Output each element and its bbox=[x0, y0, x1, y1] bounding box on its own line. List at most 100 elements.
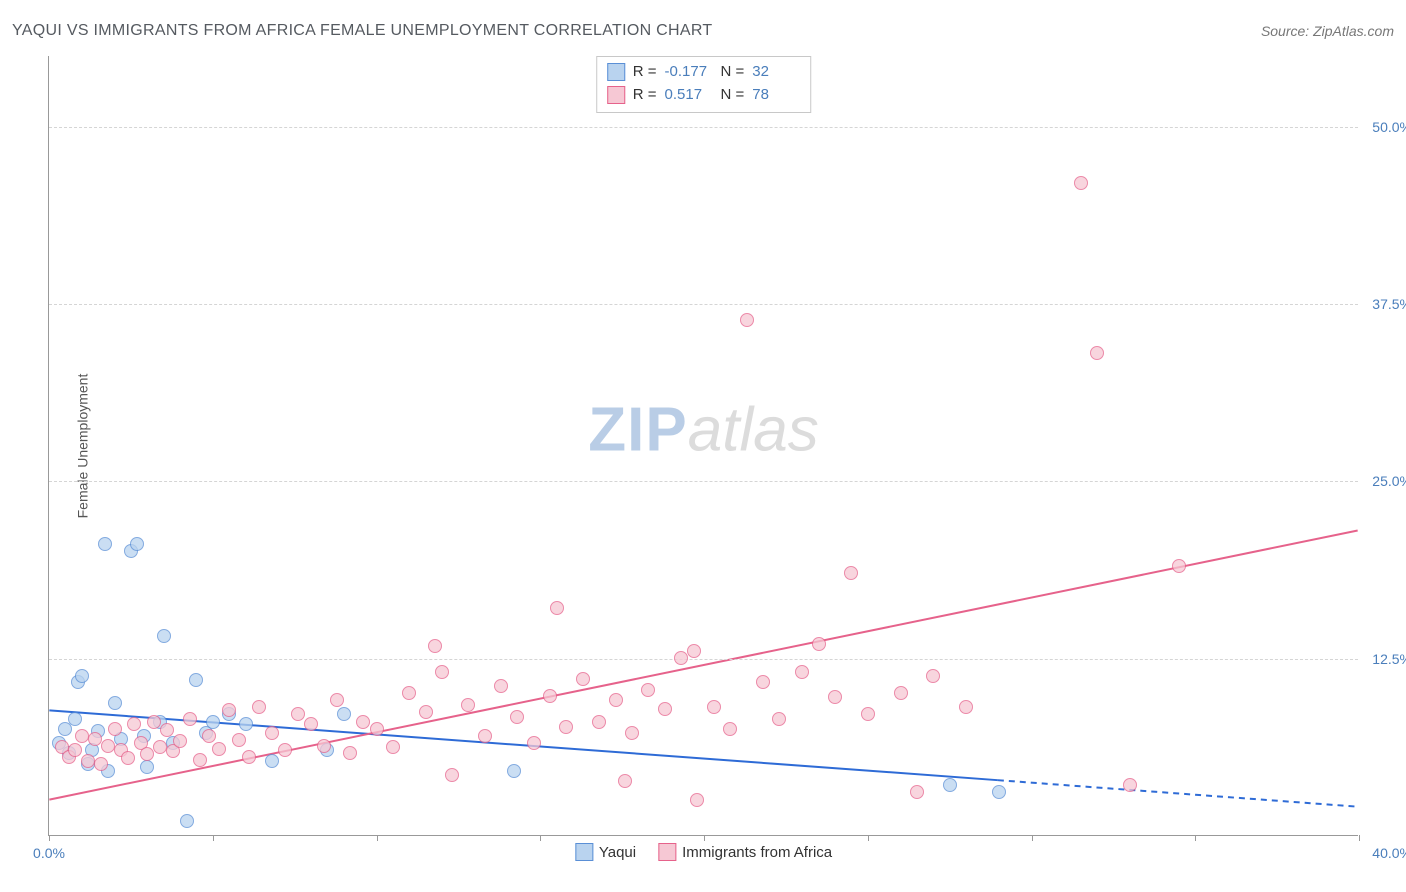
data-point-africa bbox=[81, 754, 95, 768]
data-point-africa bbox=[494, 679, 508, 693]
data-point-yaqui bbox=[189, 673, 203, 687]
data-point-africa bbox=[687, 644, 701, 658]
data-point-africa bbox=[576, 672, 590, 686]
data-point-africa bbox=[419, 705, 433, 719]
legend-item-africa: Immigrants from Africa bbox=[658, 843, 832, 861]
data-point-africa bbox=[127, 717, 141, 731]
data-point-africa bbox=[828, 690, 842, 704]
data-point-yaqui bbox=[98, 537, 112, 551]
data-point-africa bbox=[772, 712, 786, 726]
x-tick-label: 40.0% bbox=[1362, 845, 1406, 861]
data-point-africa bbox=[101, 739, 115, 753]
source-label: Source: ZipAtlas.com bbox=[1261, 23, 1394, 39]
gridline bbox=[49, 304, 1358, 305]
data-point-africa bbox=[153, 740, 167, 754]
data-point-yaqui bbox=[157, 629, 171, 643]
data-point-africa bbox=[94, 757, 108, 771]
data-point-africa bbox=[812, 637, 826, 651]
x-tick bbox=[1195, 835, 1196, 841]
series-legend: Yaqui Immigrants from Africa bbox=[575, 843, 832, 861]
data-point-africa bbox=[641, 683, 655, 697]
data-point-africa bbox=[160, 723, 174, 737]
data-point-africa bbox=[910, 785, 924, 799]
stats-row-yaqui: R =-0.177N =32 bbox=[607, 61, 801, 84]
data-point-africa bbox=[140, 747, 154, 761]
data-point-yaqui bbox=[992, 785, 1006, 799]
data-point-africa bbox=[121, 751, 135, 765]
swatch-yaqui bbox=[575, 843, 593, 861]
data-point-africa bbox=[317, 739, 331, 753]
data-point-yaqui bbox=[943, 778, 957, 792]
data-point-africa bbox=[461, 698, 475, 712]
data-point-africa bbox=[242, 750, 256, 764]
data-point-yaqui bbox=[108, 696, 122, 710]
legend-label-africa: Immigrants from Africa bbox=[682, 844, 832, 861]
r-label: R = bbox=[633, 61, 657, 84]
legend-label-yaqui: Yaqui bbox=[599, 844, 636, 861]
gridline bbox=[49, 127, 1358, 128]
data-point-africa bbox=[291, 707, 305, 721]
data-point-africa bbox=[756, 675, 770, 689]
n-value-africa: 78 bbox=[752, 84, 800, 107]
data-point-africa bbox=[550, 601, 564, 615]
data-point-africa bbox=[1074, 176, 1088, 190]
data-point-africa bbox=[844, 566, 858, 580]
data-point-africa bbox=[1123, 778, 1137, 792]
y-tick-label: 37.5% bbox=[1362, 296, 1406, 312]
data-point-africa bbox=[173, 734, 187, 748]
r-label: R = bbox=[633, 84, 657, 107]
r-value-yaqui: -0.177 bbox=[665, 61, 713, 84]
data-point-africa bbox=[356, 715, 370, 729]
data-point-africa bbox=[212, 742, 226, 756]
data-point-yaqui bbox=[206, 715, 220, 729]
data-point-africa bbox=[478, 729, 492, 743]
y-tick-label: 25.0% bbox=[1362, 473, 1406, 489]
data-point-yaqui bbox=[75, 669, 89, 683]
stats-legend-box: R =-0.177N =32R =0.517N =78 bbox=[596, 56, 812, 113]
chart-title: YAQUI VS IMMIGRANTS FROM AFRICA FEMALE U… bbox=[12, 22, 713, 40]
x-tick bbox=[1359, 835, 1360, 841]
data-point-africa bbox=[559, 720, 573, 734]
data-point-yaqui bbox=[68, 712, 82, 726]
n-value-yaqui: 32 bbox=[752, 61, 800, 84]
data-point-africa bbox=[894, 686, 908, 700]
data-point-africa bbox=[386, 740, 400, 754]
data-point-africa bbox=[618, 774, 632, 788]
x-tick bbox=[704, 835, 705, 841]
data-point-yaqui bbox=[507, 764, 521, 778]
x-tick bbox=[1032, 835, 1033, 841]
x-tick-label: 0.0% bbox=[33, 845, 65, 861]
stats-row-africa: R =0.517N =78 bbox=[607, 84, 801, 107]
data-point-africa bbox=[690, 793, 704, 807]
data-point-africa bbox=[609, 693, 623, 707]
legend-item-yaqui: Yaqui bbox=[575, 843, 636, 861]
swatch-africa bbox=[658, 843, 676, 861]
trend-line-yaqui-extrapolated bbox=[998, 780, 1358, 806]
data-point-yaqui bbox=[265, 754, 279, 768]
data-point-africa bbox=[278, 743, 292, 757]
x-tick bbox=[49, 835, 50, 841]
data-point-africa bbox=[370, 722, 384, 736]
x-tick bbox=[377, 835, 378, 841]
data-point-africa bbox=[1090, 346, 1104, 360]
data-point-africa bbox=[147, 715, 161, 729]
data-point-africa bbox=[592, 715, 606, 729]
data-point-africa bbox=[959, 700, 973, 714]
gridline bbox=[49, 481, 1358, 482]
data-point-africa bbox=[658, 702, 672, 716]
scatter-plot: ZIPatlas R =-0.177N =32R =0.517N =78 Yaq… bbox=[48, 56, 1358, 836]
data-point-africa bbox=[252, 700, 266, 714]
data-point-africa bbox=[707, 700, 721, 714]
data-point-yaqui bbox=[180, 814, 194, 828]
y-tick-label: 12.5% bbox=[1362, 651, 1406, 667]
data-point-africa bbox=[68, 743, 82, 757]
n-label: N = bbox=[721, 84, 745, 107]
data-point-yaqui bbox=[239, 717, 253, 731]
data-point-africa bbox=[304, 717, 318, 731]
data-point-africa bbox=[625, 726, 639, 740]
data-point-africa bbox=[740, 313, 754, 327]
data-point-africa bbox=[222, 703, 236, 717]
data-point-africa bbox=[88, 732, 102, 746]
data-point-africa bbox=[232, 733, 246, 747]
data-point-africa bbox=[330, 693, 344, 707]
